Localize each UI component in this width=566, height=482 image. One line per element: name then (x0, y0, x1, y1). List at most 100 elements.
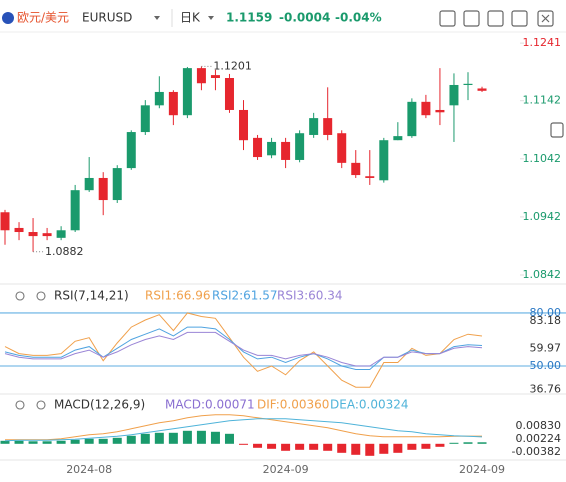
histogram-bar (182, 430, 192, 444)
close-icon (541, 14, 550, 23)
candle-body (168, 91, 178, 116)
axis-value-label: 59.97 (530, 341, 562, 354)
legend-entry: RSI1:66.96 (145, 289, 211, 303)
histogram-bar (477, 442, 487, 444)
flag-icon (2, 12, 14, 24)
histogram-bar (337, 443, 347, 453)
settings-icon[interactable] (36, 400, 46, 410)
candle-body (323, 118, 333, 135)
y-tick-label: 1.0942 (523, 210, 562, 223)
candle-body (463, 83, 473, 85)
histogram-bar (463, 442, 473, 444)
histogram-bar (56, 440, 66, 444)
x-tick-label: 2024-09 (459, 463, 505, 476)
tool-button[interactable] (463, 10, 480, 27)
candle-body (253, 137, 263, 158)
indicator-title: MACD(12,26,9) (54, 398, 145, 412)
histogram-bar (126, 435, 136, 444)
axis-value-label: 36.76 (530, 382, 562, 395)
period[interactable]: 日K (180, 11, 201, 25)
pair-symbol[interactable]: EURUSD (82, 11, 132, 25)
legend-entry: RSI3:60.34 (277, 289, 343, 303)
x-tick-label: 2024-09 (263, 463, 309, 476)
tool-button[interactable] (511, 10, 528, 27)
histogram-bar (295, 443, 305, 450)
indicator-title: RSI(7,14,21) (54, 289, 129, 303)
y-tick-label: 1.1042 (523, 152, 562, 165)
price-change: -0.0004 (279, 11, 330, 25)
annotation: 1.0882 (45, 245, 83, 258)
candle-body (351, 162, 361, 176)
histogram-bar (42, 441, 52, 444)
price-change-pct: -0.04% (335, 11, 382, 25)
candle-body (365, 176, 375, 178)
rsi-line (4, 326, 483, 370)
histogram-bar (140, 433, 150, 444)
candle-body (267, 141, 277, 156)
histogram-bar (407, 443, 417, 450)
histogram-bar (239, 443, 249, 445)
candle-body (337, 133, 347, 163)
histogram-bar (210, 431, 220, 444)
eye-icon[interactable] (15, 291, 25, 301)
histogram-bar (154, 432, 164, 444)
rsi-line (4, 312, 483, 388)
dropdown-icon[interactable] (154, 16, 160, 20)
candle-body (379, 140, 389, 181)
histogram-bar (14, 440, 24, 444)
candle-body (84, 177, 94, 191)
histogram-bar (253, 443, 263, 448)
rsi-line (4, 331, 483, 367)
candle-body (393, 136, 403, 141)
candle-body (98, 177, 108, 201)
candle-body (407, 101, 417, 137)
histogram-bar (28, 441, 38, 444)
histogram-bar (84, 438, 94, 444)
y-tick-label: 0.00830 (516, 419, 562, 432)
histogram-bar (281, 443, 291, 451)
candle-body (56, 230, 66, 238)
histogram-bar (309, 443, 319, 450)
histogram-bar (393, 443, 403, 453)
last-price: 1.1159 (226, 11, 272, 25)
histogram-bar (449, 442, 459, 444)
tool-button[interactable] (487, 10, 504, 27)
axis-value-label: 83.18 (530, 314, 562, 327)
histogram-bar (168, 432, 178, 444)
candle-body (112, 168, 122, 201)
candle-body (42, 233, 52, 237)
candle-body (70, 190, 80, 231)
close-button[interactable] (537, 10, 554, 27)
candle-body (309, 118, 319, 135)
histogram-bar (379, 443, 389, 454)
macd-line (4, 418, 483, 442)
candle-body (449, 84, 459, 106)
histogram-bar (196, 430, 206, 444)
settings-icon[interactable] (36, 291, 46, 301)
candle-body (0, 212, 10, 231)
candle-body (126, 132, 136, 169)
candle-body (295, 133, 305, 160)
y-tick-label: 80.00 (530, 306, 562, 319)
dropdown-icon[interactable] (208, 16, 214, 20)
y-tick-label: 1.1142 (523, 94, 562, 107)
candle-body (421, 101, 431, 116)
tool-button[interactable] (439, 10, 456, 27)
candle-body (477, 88, 487, 91)
y-tick-label: 0.00224 (516, 432, 562, 445)
side-tool[interactable] (550, 122, 564, 138)
pair-name: 欧元/美元 (17, 11, 69, 25)
x-tick-label: 2024-08 (66, 463, 112, 476)
candle-body (154, 91, 164, 106)
histogram-bar (351, 443, 361, 455)
candle-body (140, 105, 150, 133)
y-tick-label: 1.0842 (523, 268, 562, 281)
candle-body (210, 75, 220, 79)
y-tick-label: 50.00 (530, 359, 562, 372)
candle-body (281, 141, 291, 160)
eye-icon[interactable] (15, 400, 25, 410)
histogram-bar (365, 443, 375, 456)
histogram-bar (112, 437, 122, 444)
